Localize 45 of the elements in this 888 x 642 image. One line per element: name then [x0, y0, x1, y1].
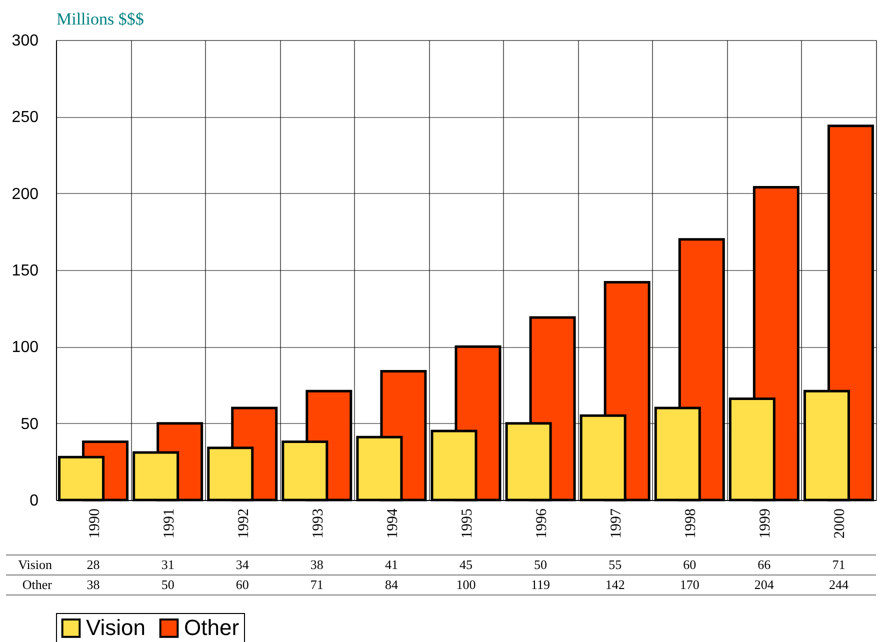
data-label: 244: [828, 577, 849, 592]
y-tick-label: 0: [30, 492, 39, 510]
legend-label: Other: [184, 615, 240, 640]
x-tick-label: 1991: [161, 508, 178, 538]
data-label: 142: [605, 577, 625, 592]
data-label: 38: [86, 577, 100, 592]
data-label: 100: [456, 577, 476, 592]
data-label: 60: [236, 577, 249, 592]
data-label: 28: [86, 557, 100, 572]
data-label: 38: [310, 557, 324, 572]
x-tick-label: 1990: [86, 508, 103, 538]
text: Other: [22, 577, 52, 592]
data-label: 71: [832, 557, 846, 572]
data-label: 71: [310, 577, 324, 592]
x-tick-label: 1998: [683, 508, 700, 538]
data-label: 84: [384, 577, 398, 592]
text: Vision: [18, 557, 52, 572]
data-label: 50: [161, 577, 174, 592]
data-label: 31: [161, 557, 174, 572]
data-label: 55: [608, 557, 622, 572]
y-tick-label: 50: [20, 416, 39, 433]
x-tick-label: 1997: [608, 508, 625, 538]
data-label: 45: [460, 557, 472, 572]
data-label: 60: [683, 557, 696, 572]
y-tick-label: 250: [12, 109, 39, 126]
x-tick-label: 1999: [758, 508, 774, 538]
legend-label: Vision: [86, 615, 146, 640]
data-label: 66: [758, 557, 772, 572]
y-tick-label: 200: [12, 186, 39, 203]
y-tick-label: 100: [12, 339, 39, 356]
y-tick-label: 150: [12, 262, 39, 280]
data-label: 170: [680, 577, 700, 592]
x-tick-label: 1992: [236, 508, 252, 538]
x-tick-label: 1995: [460, 508, 476, 538]
y-axis-title: Millions $$$: [56, 10, 144, 28]
y-tick-label: 300: [12, 32, 39, 50]
x-tick-label: 1996: [534, 508, 550, 538]
x-tick-label: 2000: [832, 508, 848, 538]
x-tick-label: 1993: [310, 508, 326, 538]
data-label: 34: [236, 557, 250, 572]
data-label: 50: [534, 557, 548, 572]
data-label: 204: [754, 577, 774, 592]
data-label: 41: [384, 557, 398, 572]
data-label: 119: [531, 577, 550, 592]
x-tick-label: 1994: [384, 508, 401, 538]
